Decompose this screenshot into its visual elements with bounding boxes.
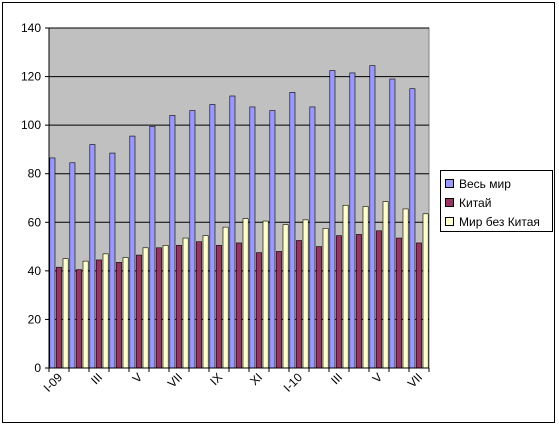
bar-series-1-14 xyxy=(336,235,342,369)
bar-series-1-0 xyxy=(56,266,62,369)
bar-series-2-17 xyxy=(402,208,409,369)
bar-series-0-9 xyxy=(229,95,236,369)
bar-series-2-10 xyxy=(262,220,269,369)
bar-series-0-10 xyxy=(249,106,256,369)
bar-series-1-6 xyxy=(176,245,182,369)
x-tick-label: VII xyxy=(165,370,185,390)
bar-series-2-2 xyxy=(102,253,109,369)
legend-swatch-china xyxy=(445,198,454,207)
bar-series-0-18 xyxy=(409,88,416,369)
bar-series-2-1 xyxy=(82,260,89,369)
bar-series-2-12 xyxy=(302,219,309,369)
x-tick-label: V xyxy=(130,370,146,386)
bar-series-0-0 xyxy=(49,157,56,369)
bar-series-1-5 xyxy=(156,247,162,369)
bar-series-1-3 xyxy=(116,262,122,369)
bar-series-1-1 xyxy=(76,269,82,369)
x-tick-label: III xyxy=(88,370,105,387)
bar-series-0-4 xyxy=(129,135,136,369)
bar-series-0-3 xyxy=(109,152,116,369)
bar-series-0-2 xyxy=(89,144,96,369)
bar-series-0-8 xyxy=(209,104,216,369)
y-tick-label: 120 xyxy=(21,70,41,84)
bar-series-2-9 xyxy=(242,218,249,369)
bar-series-0-14 xyxy=(329,70,336,369)
legend-label-world-ex-china: Мир без Китая xyxy=(459,214,540,229)
x-tick-label: I-09 xyxy=(41,370,66,395)
bar-series-2-4 xyxy=(142,247,149,369)
y-tick-label: 0 xyxy=(34,361,41,375)
bar-series-1-10 xyxy=(256,252,262,369)
x-tick-label: V xyxy=(370,370,386,386)
bar-series-0-11 xyxy=(269,110,276,369)
bar-series-2-5 xyxy=(162,245,169,369)
bar-series-1-18 xyxy=(416,242,422,369)
x-tick-label: XI xyxy=(247,370,265,388)
y-tick-label: 60 xyxy=(28,215,42,229)
x-tick-label: I-10 xyxy=(281,370,306,395)
bar-series-0-17 xyxy=(389,78,396,369)
bar-series-1-15 xyxy=(356,234,362,369)
bar-series-1-9 xyxy=(236,242,242,369)
bar-series-2-7 xyxy=(202,235,209,369)
bar-series-2-6 xyxy=(182,237,189,369)
y-tick-label: 80 xyxy=(28,167,42,181)
legend-item-world-ex-china: Мир без Китая xyxy=(445,212,552,231)
y-tick-label: 40 xyxy=(28,264,42,278)
bar-series-0-12 xyxy=(289,92,296,369)
x-tick-label: III xyxy=(328,370,345,387)
legend-swatch-world xyxy=(445,179,454,188)
bar-series-1-7 xyxy=(196,241,202,369)
bar-series-2-15 xyxy=(362,206,369,369)
bar-series-1-17 xyxy=(396,237,402,369)
legend-swatch-world-ex-china xyxy=(445,217,454,226)
bar-series-2-11 xyxy=(282,224,289,369)
bar-series-1-4 xyxy=(136,254,142,369)
legend: Весь мир Китай Мир без Китая xyxy=(440,170,553,232)
bar-series-2-18 xyxy=(422,213,429,369)
chart-frame: 0 20 40 60 80 100 120 140 I-09 III V VII IX XI I-10 III… xyxy=(2,2,555,423)
bar-chart: 0 20 40 60 80 100 120 140 I-09 III V VII IX XI I-10 III… xyxy=(21,21,430,395)
bar-series-2-16 xyxy=(382,201,389,369)
bar-series-0-5 xyxy=(149,126,156,369)
bar-series-2-8 xyxy=(222,226,229,369)
bar-series-0-7 xyxy=(189,110,196,369)
bar-series-0-6 xyxy=(169,115,176,369)
x-tick-label: IX xyxy=(207,370,225,388)
bar-series-1-12 xyxy=(296,240,302,369)
bar-series-2-3 xyxy=(122,257,129,369)
legend-label-china: Китай xyxy=(459,195,492,210)
y-tick-label: 100 xyxy=(21,118,41,132)
bar-series-0-15 xyxy=(349,72,356,369)
bar-series-1-2 xyxy=(96,259,102,369)
bar-series-2-14 xyxy=(342,204,349,369)
bar-series-2-0 xyxy=(62,258,69,369)
y-tick-label: 20 xyxy=(28,312,42,326)
bar-series-0-13 xyxy=(309,106,316,369)
bar-series-0-1 xyxy=(69,162,76,369)
bar-series-2-13 xyxy=(322,228,329,369)
y-tick-label: 140 xyxy=(21,21,41,35)
bar-series-1-8 xyxy=(216,245,222,369)
bar-series-1-16 xyxy=(376,230,382,369)
bar-series-1-11 xyxy=(276,251,282,369)
legend-item-world: Весь мир xyxy=(445,174,552,193)
legend-label-world: Весь мир xyxy=(459,176,511,191)
legend-item-china: Китай xyxy=(445,193,552,212)
bar-series-1-13 xyxy=(316,246,322,369)
bar-series-0-16 xyxy=(369,65,376,369)
x-tick-label: VII xyxy=(405,370,425,390)
